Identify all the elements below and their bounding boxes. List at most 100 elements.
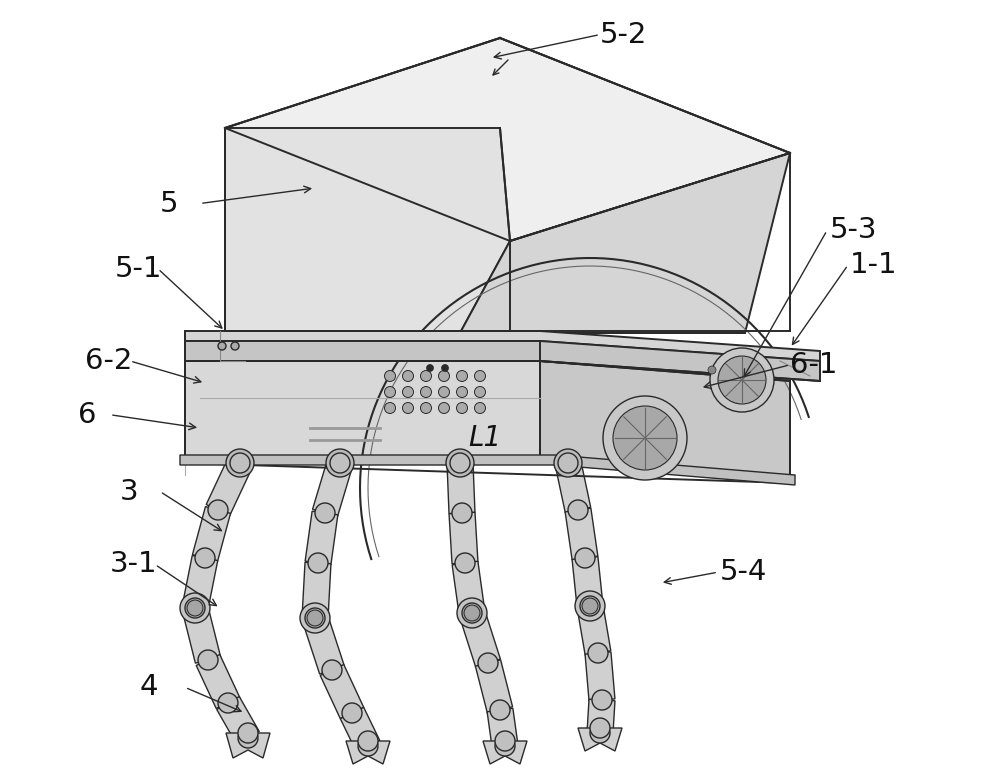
Circle shape [307, 610, 323, 626]
Circle shape [462, 603, 482, 623]
Polygon shape [483, 741, 527, 764]
Circle shape [568, 500, 588, 520]
Polygon shape [460, 609, 500, 667]
Polygon shape [565, 508, 598, 560]
Circle shape [446, 449, 474, 477]
Circle shape [402, 402, 414, 413]
Text: 6: 6 [78, 401, 96, 429]
Polygon shape [313, 459, 352, 517]
Circle shape [438, 370, 450, 382]
Circle shape [455, 553, 475, 573]
Text: 4: 4 [140, 674, 158, 701]
Circle shape [322, 660, 342, 680]
Polygon shape [346, 741, 390, 764]
Polygon shape [578, 728, 622, 751]
Circle shape [613, 406, 677, 470]
Circle shape [420, 386, 432, 398]
Polygon shape [182, 605, 221, 663]
Circle shape [326, 449, 354, 477]
Circle shape [554, 449, 582, 477]
Polygon shape [185, 341, 820, 381]
Circle shape [358, 736, 378, 756]
Text: 3-1: 3-1 [110, 551, 158, 578]
Circle shape [420, 402, 432, 413]
Circle shape [198, 650, 218, 670]
Circle shape [218, 342, 226, 350]
Circle shape [592, 690, 612, 710]
Circle shape [238, 723, 258, 743]
Polygon shape [217, 697, 259, 744]
Circle shape [450, 453, 470, 473]
Text: 1-1: 1-1 [850, 251, 898, 279]
Polygon shape [206, 458, 252, 515]
Polygon shape [447, 462, 475, 514]
Circle shape [442, 365, 448, 372]
Circle shape [402, 370, 414, 382]
Circle shape [708, 366, 716, 374]
Circle shape [305, 608, 325, 628]
Polygon shape [196, 654, 240, 709]
Circle shape [558, 453, 578, 473]
Circle shape [475, 386, 486, 398]
Circle shape [582, 598, 598, 614]
Text: 5-1: 5-1 [115, 255, 162, 283]
Circle shape [185, 598, 205, 618]
Polygon shape [540, 361, 790, 483]
Circle shape [226, 449, 254, 477]
Polygon shape [587, 699, 615, 733]
Polygon shape [585, 652, 615, 701]
Polygon shape [572, 557, 603, 607]
Circle shape [603, 396, 687, 480]
Polygon shape [225, 128, 510, 333]
Circle shape [718, 356, 766, 404]
Circle shape [475, 402, 486, 413]
Circle shape [384, 370, 396, 382]
Circle shape [710, 348, 774, 412]
Polygon shape [185, 361, 540, 463]
Circle shape [195, 548, 215, 568]
Polygon shape [225, 38, 790, 241]
Polygon shape [226, 733, 270, 758]
Text: 5-4: 5-4 [720, 558, 767, 586]
Circle shape [231, 342, 239, 350]
Polygon shape [475, 660, 513, 713]
Circle shape [490, 700, 510, 720]
Circle shape [180, 593, 210, 623]
Circle shape [575, 591, 605, 621]
Circle shape [464, 605, 480, 621]
Polygon shape [460, 153, 790, 333]
Polygon shape [185, 331, 820, 361]
Circle shape [420, 370, 432, 382]
Polygon shape [303, 614, 344, 674]
Circle shape [452, 503, 472, 523]
Circle shape [384, 386, 396, 398]
Circle shape [187, 600, 203, 616]
Circle shape [438, 386, 450, 398]
Text: 5-3: 5-3 [830, 217, 878, 244]
Circle shape [308, 553, 328, 573]
Circle shape [426, 365, 434, 372]
Polygon shape [192, 507, 231, 561]
Circle shape [300, 603, 330, 633]
Circle shape [230, 453, 250, 473]
Polygon shape [182, 555, 218, 611]
Circle shape [588, 643, 608, 663]
Polygon shape [452, 561, 485, 615]
Polygon shape [185, 361, 790, 381]
Circle shape [330, 453, 350, 473]
Circle shape [384, 402, 396, 413]
Circle shape [590, 723, 610, 743]
Circle shape [457, 598, 487, 628]
Text: L1: L1 [468, 424, 501, 452]
Circle shape [456, 402, 468, 413]
Circle shape [495, 731, 515, 751]
Circle shape [590, 718, 610, 738]
Text: 5: 5 [160, 190, 178, 217]
Polygon shape [577, 604, 611, 655]
Circle shape [438, 402, 450, 413]
Circle shape [456, 370, 468, 382]
Polygon shape [302, 562, 331, 619]
Circle shape [478, 653, 498, 673]
Circle shape [208, 500, 228, 520]
Circle shape [315, 503, 335, 523]
